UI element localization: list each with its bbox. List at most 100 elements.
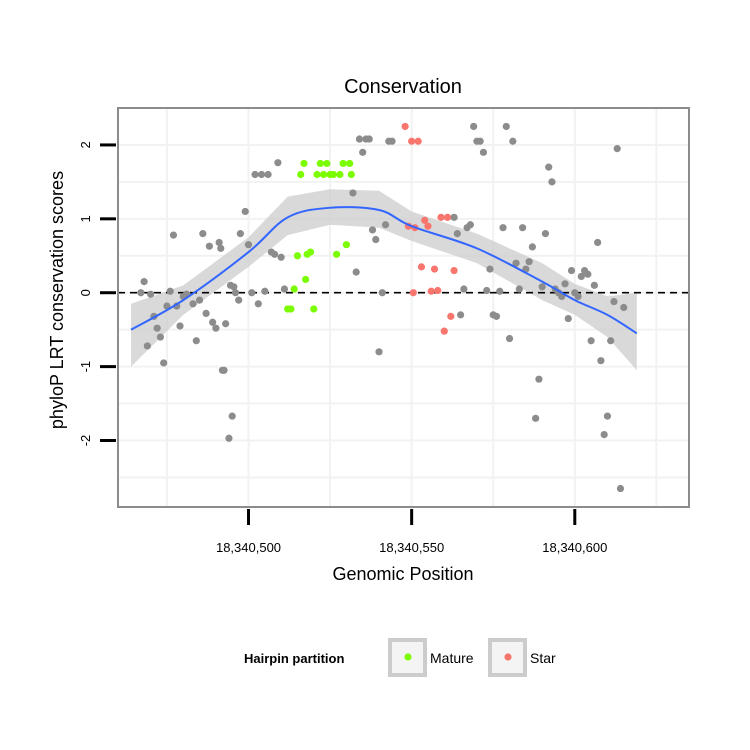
data-point-mature (300, 159, 308, 168)
data-point-mature (293, 252, 302, 260)
data-point-other (528, 243, 536, 251)
data-point-other (509, 137, 517, 145)
data-point-other (192, 337, 200, 345)
panel-border (117, 107, 690, 508)
data-point-other (349, 189, 357, 197)
series-mature (284, 159, 355, 313)
data-point-other (257, 170, 266, 179)
legend-key-mature (388, 638, 427, 677)
data-point-other (251, 170, 259, 179)
data-point-other (254, 300, 262, 308)
data-point-other (147, 290, 155, 298)
data-point-mature (297, 170, 305, 179)
data-point-other (518, 224, 527, 232)
data-point-other (228, 412, 236, 420)
data-point-other (202, 309, 210, 318)
data-point-other (600, 430, 608, 439)
data-point-other (613, 145, 621, 153)
y-axis: -2 -1 0 1 2 (78, 141, 116, 446)
data-point-other (143, 342, 151, 350)
data-point-mature (290, 285, 298, 293)
data-point-star (427, 287, 435, 295)
plot-panel (117, 107, 690, 508)
smooth-trend-line (130, 206, 638, 335)
data-point-other (153, 324, 161, 332)
data-point-other (375, 348, 383, 356)
data-point-other (541, 230, 550, 238)
y-tick-label: -1 (78, 361, 93, 373)
data-point-star (450, 266, 458, 275)
data-point-other (163, 302, 171, 310)
data-point-other (616, 484, 625, 493)
legend-label-mature: Mature (430, 650, 474, 666)
data-point-star (437, 213, 445, 221)
legend-title: Hairpin partition (244, 651, 344, 666)
data-point-other (453, 230, 461, 238)
data-point-other (156, 333, 165, 341)
data-point-other (176, 322, 184, 330)
data-point-other (235, 296, 243, 304)
data-point-other (264, 170, 272, 179)
data-point-other (248, 289, 256, 297)
series-star (401, 122, 458, 335)
data-point-mature (310, 305, 318, 313)
data-point-mature (333, 250, 341, 258)
data-point-other (548, 178, 556, 186)
data-point-mature (287, 305, 295, 313)
data-point-other (603, 412, 612, 420)
data-point-star (430, 265, 439, 273)
data-point-star (440, 327, 448, 335)
data-point-other (590, 281, 598, 289)
data-point-other (483, 286, 491, 295)
data-point-other (597, 357, 605, 365)
data-point-other (355, 135, 364, 143)
data-point-other (222, 320, 230, 328)
x-axis: 18,340,500 18,340,550 18,340,600 (216, 509, 607, 555)
data-point-other (169, 231, 178, 239)
x-tick-label: 18,340,600 (542, 540, 607, 555)
data-point-other (525, 258, 533, 266)
chart-title: Conservation (344, 76, 462, 98)
data-point-mature (329, 170, 337, 179)
data-point-other (241, 207, 249, 216)
data-point-other (388, 137, 396, 145)
data-point-mature (347, 170, 355, 179)
data-point-other (594, 238, 602, 247)
data-point-other (160, 359, 168, 367)
data-point-star (414, 137, 422, 145)
data-point-other (607, 337, 615, 345)
data-point-star (401, 122, 409, 131)
data-point-other (166, 287, 174, 295)
data-point-other (584, 270, 592, 278)
data-point-other (274, 159, 282, 167)
data-point-other (225, 434, 233, 442)
data-point-mature (316, 159, 324, 168)
data-point-other (492, 312, 501, 320)
y-tick-label: 1 (78, 215, 93, 222)
data-point-other (277, 253, 285, 261)
data-point-star (447, 312, 455, 320)
data-point-other (505, 334, 514, 343)
data-point-other (378, 289, 386, 297)
data-point-other (352, 268, 360, 276)
x-tick-label: 18,340,550 (379, 540, 444, 555)
data-point-other (199, 230, 207, 238)
y-tick-label: 0 (78, 289, 93, 296)
data-point-other (545, 163, 553, 171)
data-point-other (189, 300, 197, 308)
data-point-other (515, 285, 523, 293)
data-point-star (434, 286, 442, 295)
data-point-mature (339, 159, 347, 168)
data-point-other (195, 296, 204, 304)
y-tick-label: -2 (78, 435, 93, 447)
data-point-other (466, 221, 474, 229)
confidence-ribbon (131, 189, 637, 371)
legend-dot-star (504, 653, 512, 661)
data-point-mature (342, 241, 350, 249)
data-point-other (230, 283, 238, 291)
data-point-star (408, 137, 416, 145)
data-point-other (532, 414, 540, 422)
data-point-star (443, 213, 452, 221)
data-point-other (261, 287, 269, 295)
